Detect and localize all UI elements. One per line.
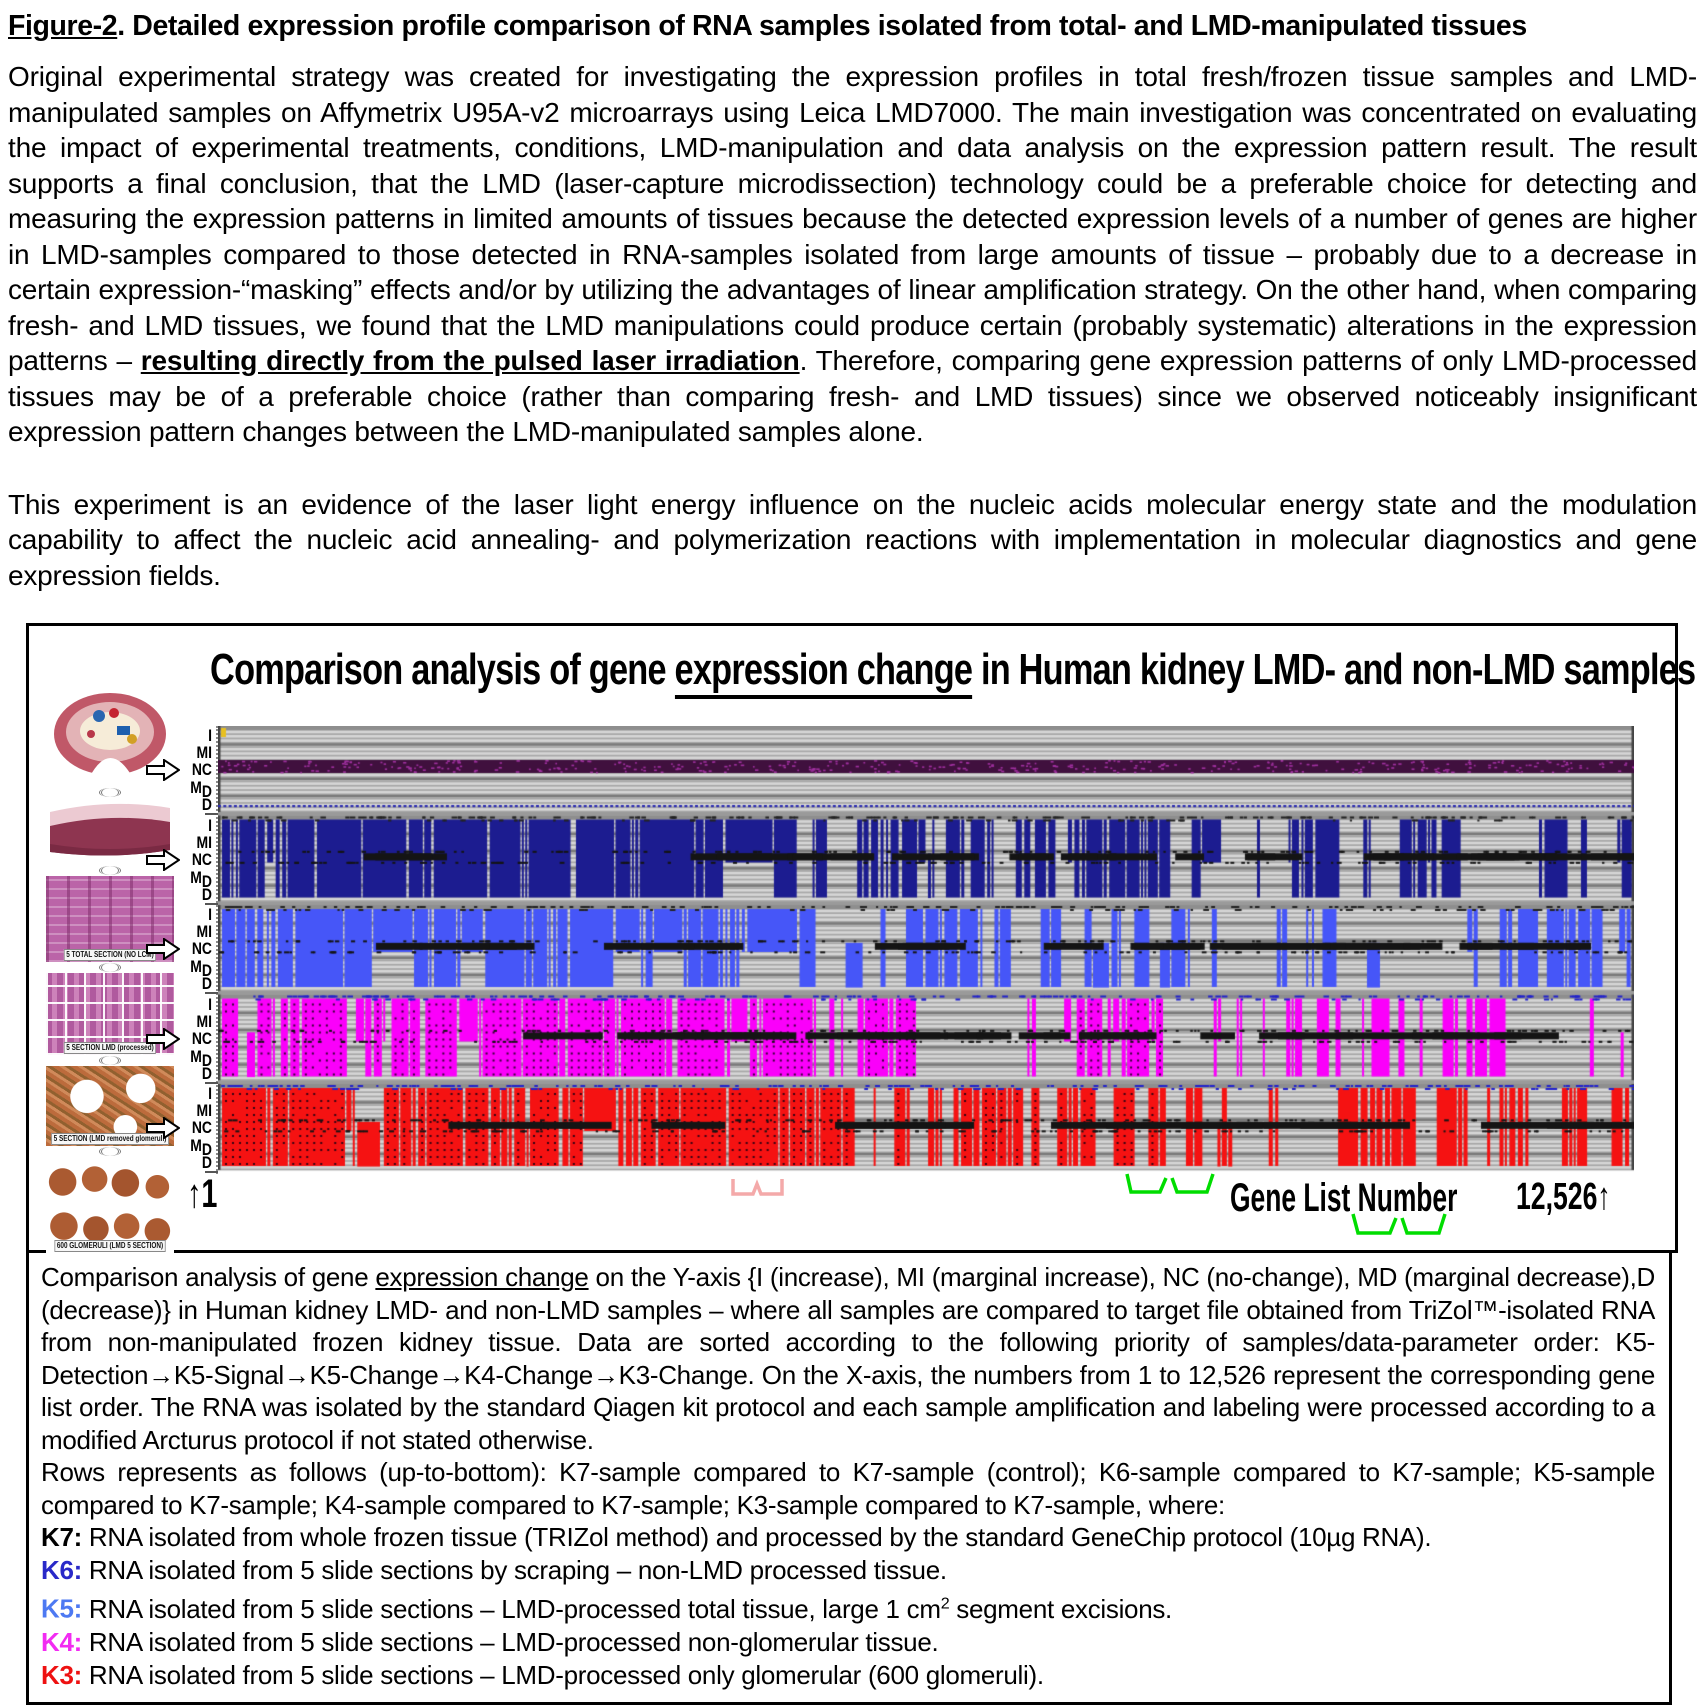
y-axis-label: MD: [190, 957, 212, 980]
x-axis-label: Gene List Number: [1230, 1176, 1458, 1220]
lmd-grid-section: 5 SECTION LMD (processed): [46, 973, 174, 1055]
y-axis-label: D: [201, 795, 212, 814]
k4-text: RNA isolated from 5 slide sections – LMD…: [82, 1626, 939, 1657]
figure-heading: Figure-2. Detailed expression profile co…: [8, 10, 1527, 42]
expression-chart-canvas: [218, 726, 1634, 1174]
connector-icon: [99, 788, 121, 797]
y-axis-label: NC: [191, 1118, 212, 1137]
y-axis-label: MD: [190, 1046, 212, 1070]
y-axis-label: I: [208, 905, 212, 924]
k3-key: K3:: [41, 1659, 82, 1690]
y-axis-label: I: [208, 815, 212, 835]
thumbnail-label: 5 SECTION (LMD removed glomeruli): [51, 1133, 169, 1145]
y-axis-label: NC: [191, 760, 212, 779]
frozen-tissue-block: [48, 798, 172, 865]
connector-icon: [99, 1147, 121, 1156]
k5-key: K5:: [41, 1593, 82, 1624]
k6-text: RNA isolated from 5 slide sections by sc…: [82, 1555, 947, 1585]
row-pointer-arrow-icon: [146, 758, 181, 786]
connector-icon: [99, 1056, 121, 1065]
connector-icon: [99, 866, 121, 875]
k4-key: K4:: [41, 1626, 82, 1657]
y-axis-label: I: [208, 994, 212, 1014]
y-axis-label: MD: [190, 867, 212, 891]
green-bracket-right-icon: [1351, 1213, 1447, 1235]
kidney-icon: [54, 693, 166, 782]
y-axis-label: MI: [196, 922, 212, 941]
thumbnail-label: 5 TOTAL SECTION (NO LCM): [63, 949, 157, 961]
figure-title: Comparison analysis of gene expression c…: [210, 642, 1696, 699]
k4-definition: K4: RNA isolated from 5 slide sections –…: [41, 1626, 1655, 1659]
row-pointer-arrow-icon: [146, 1116, 181, 1144]
y-axis-label: D: [201, 1153, 212, 1172]
k5-definition: K5: RNA isolated from 5 slide sections –…: [41, 1587, 1655, 1626]
thumbnail-label: 600 GLOMERULI (LMD 5 SECTION): [54, 1240, 166, 1252]
connector-icon: [99, 963, 121, 972]
x-axis-end-marker: 12,526↑: [1516, 1176, 1611, 1218]
axis-row: I MI NC MD D: [146, 815, 218, 905]
y-axis: I MI NC MD D I MI NC MD D I MI NC MD D I MI NC MD D I MI NC MD D: [146, 726, 218, 1174]
y-axis-label: MI: [196, 832, 212, 852]
k6-definition: K6: RNA isolated from 5 slide sections b…: [41, 1554, 1655, 1587]
kidney-illustration: [49, 690, 171, 787]
x-axis-start-marker: ↑1: [187, 1172, 218, 1216]
y-axis-label: MI: [196, 1101, 212, 1120]
k5-text: RNA isolated from 5 slide sections – LMD…: [82, 1593, 1172, 1624]
y-axis-label: MD: [190, 778, 212, 801]
caption-panel: Comparison analysis of gene expression c…: [26, 1253, 1672, 1705]
axis-row: I MI NC MD D: [146, 994, 218, 1084]
tissue-block-icon: [50, 803, 170, 856]
y-axis-label: MD: [190, 1136, 212, 1159]
y-axis-label: MI: [196, 1011, 212, 1031]
k3-definition: K3: RNA isolated from 5 slide sections –…: [41, 1659, 1655, 1692]
row-pointer-arrow-icon: [146, 937, 181, 965]
y-axis-label: D: [201, 884, 212, 904]
y-axis-label: NC: [191, 849, 212, 869]
y-axis-label: I: [208, 1084, 212, 1103]
y-axis-label: D: [201, 1063, 212, 1083]
caption-paragraph-1: Comparison analysis of gene expression c…: [41, 1262, 1655, 1455]
thumbnail-label: 5 SECTION LMD (processed): [63, 1042, 157, 1054]
k6-key: K6:: [41, 1555, 82, 1585]
y-axis-label: I: [208, 726, 212, 745]
k7-key: K7:: [41, 1522, 82, 1552]
figure-panel: Comparison analysis of gene expression c…: [26, 623, 1696, 1253]
axis-row: I MI NC MD D: [146, 1084, 218, 1173]
caption-paragraph-2: Rows represents as follows (up-to-bottom…: [41, 1457, 1655, 1520]
k7-definition: K7: RNA isolated from whole frozen tissu…: [41, 1521, 1655, 1554]
axis-row: I MI NC MD D: [146, 726, 218, 815]
paragraph-2: This experiment is an evidence of the la…: [8, 488, 1697, 591]
axis-row: I MI NC MD D: [146, 905, 218, 994]
paragraph-1: Original experimental strategy was creat…: [8, 61, 1698, 447]
k7-text: RNA isolated from whole frozen tissue (T…: [82, 1522, 1432, 1552]
y-axis-label: D: [201, 974, 212, 993]
y-axis-label: NC: [191, 939, 212, 958]
pink-bracket-icon: [731, 1179, 784, 1196]
row-pointer-arrow-icon: [146, 1026, 181, 1055]
expression-chart: [218, 726, 1634, 1174]
row-pointer-arrow-icon: [146, 847, 181, 876]
glomeruli-sections: 600 GLOMERULI (LMD 5 SECTION): [46, 1157, 174, 1253]
y-axis-label: NC: [191, 1028, 212, 1048]
green-bracket-left-icon: [1125, 1173, 1215, 1194]
k3-text: RNA isolated from 5 slide sections – LMD…: [82, 1659, 1044, 1690]
y-axis-label: MI: [196, 743, 212, 762]
figure-body: 5 TOTAL SECTION (NO LCM) 5 SECTION LMD (…: [29, 693, 1675, 1253]
